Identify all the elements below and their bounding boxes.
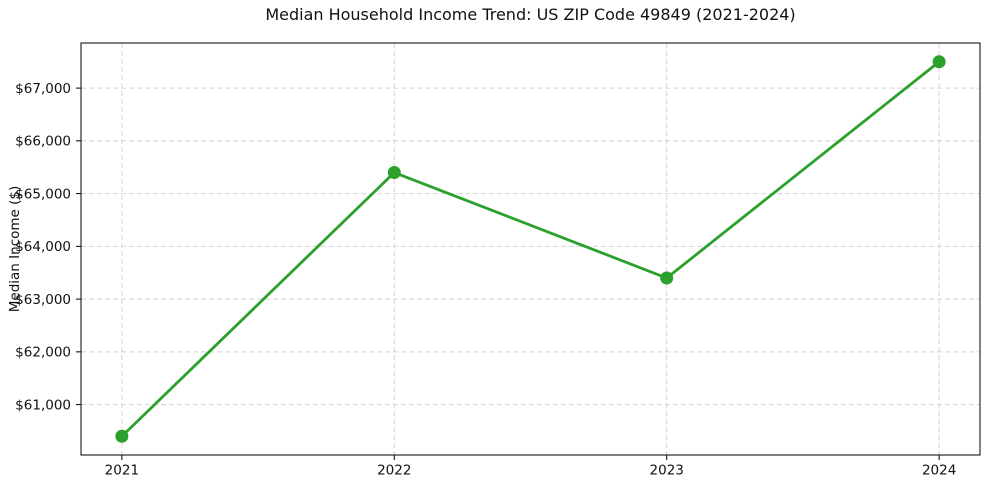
y-tick-label: $62,000 — [15, 345, 71, 361]
y-tick-label: $64,000 — [15, 239, 71, 255]
y-tick-label: $66,000 — [15, 134, 71, 150]
y-tick-label: $65,000 — [15, 186, 71, 202]
chart-title: Median Household Income Trend: US ZIP Co… — [265, 5, 796, 24]
data-point — [932, 55, 946, 69]
y-tick-label: $61,000 — [15, 397, 71, 413]
data-point — [115, 429, 129, 443]
x-tick-label: 2023 — [650, 463, 684, 479]
data-point — [660, 271, 674, 285]
x-tick-label: 2021 — [105, 463, 139, 479]
x-tick-label: 2024 — [922, 463, 956, 479]
trend-line — [120, 60, 941, 438]
plot-border — [80, 42, 981, 456]
y-tick-label: $67,000 — [15, 81, 71, 97]
data-point — [387, 166, 401, 180]
x-tick-label: 2022 — [377, 463, 411, 479]
y-tick-label: $63,000 — [15, 292, 71, 308]
